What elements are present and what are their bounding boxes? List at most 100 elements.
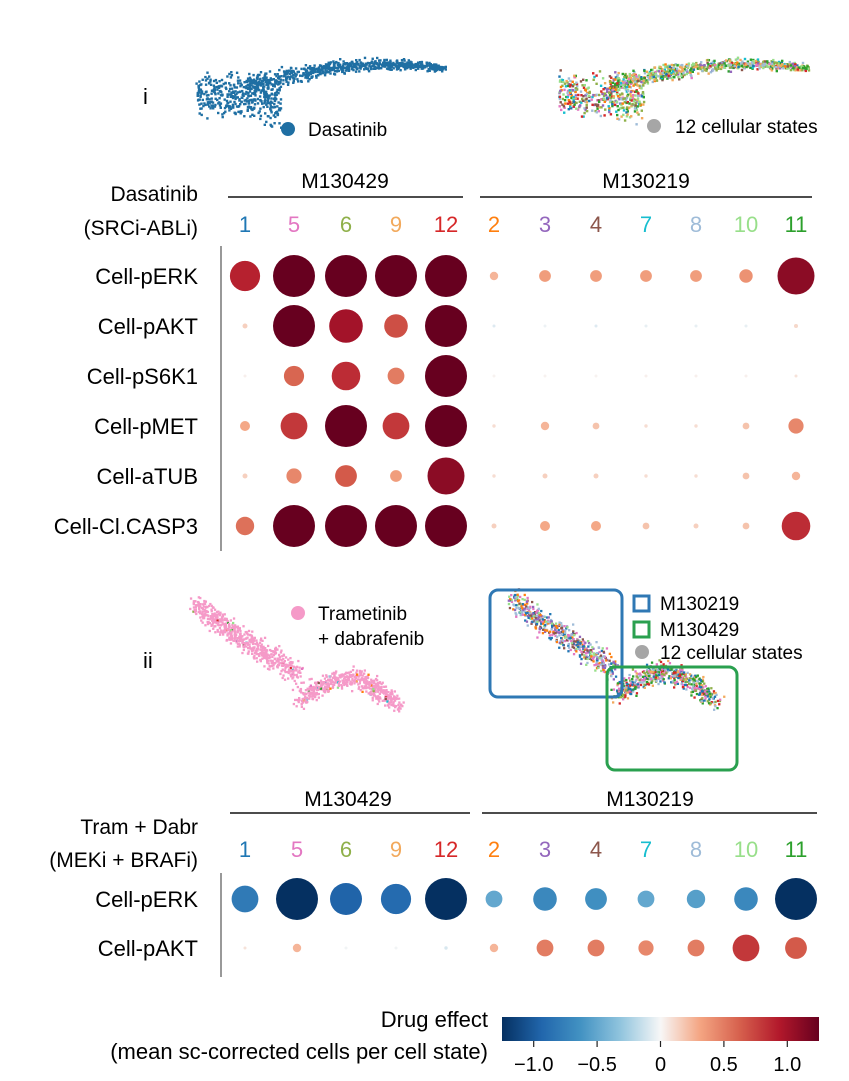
- umap-point: [585, 79, 588, 82]
- umap-point: [340, 684, 343, 687]
- umap-point: [264, 647, 267, 650]
- umap-point: [269, 665, 272, 668]
- umap-point: [404, 63, 407, 66]
- umap-point: [605, 659, 608, 662]
- umap-point: [595, 659, 599, 662]
- umap-point: [675, 68, 678, 72]
- umap-point: [341, 70, 344, 73]
- row-label-cell-atub: Cell-aTUB: [97, 464, 198, 489]
- umap-point: [331, 686, 334, 689]
- column-label-state-9: 9: [390, 837, 402, 862]
- umap-point: [292, 81, 295, 84]
- umap-point: [618, 690, 621, 693]
- umap-point: [340, 68, 343, 71]
- umap-point: [740, 68, 744, 72]
- umap-point: [661, 78, 664, 82]
- umap-point: [602, 665, 605, 668]
- umap-point: [512, 608, 515, 611]
- umap-point: [587, 641, 591, 645]
- umap-point: [690, 64, 694, 67]
- umap-point: [289, 663, 292, 666]
- umap-point: [627, 687, 630, 690]
- umap-point: [253, 82, 257, 85]
- umap-point: [541, 618, 545, 621]
- umap-point: [324, 71, 327, 75]
- umap-point: [681, 679, 685, 683]
- umap-point: [342, 680, 345, 683]
- bubble-cell-atub-state-1: [242, 473, 248, 479]
- umap-point: [543, 620, 546, 623]
- umap-point: [254, 88, 257, 91]
- umap-point: [748, 62, 751, 65]
- umap-point: [324, 63, 328, 66]
- umap-point: [608, 110, 611, 114]
- umap-point: [295, 675, 299, 678]
- umap-point: [272, 83, 275, 86]
- umap-point: [701, 69, 704, 72]
- umap-point: [286, 670, 289, 674]
- umap-point: [347, 676, 350, 679]
- umap-point: [616, 77, 619, 80]
- umap-point: [348, 671, 351, 674]
- umap-point: [317, 696, 320, 699]
- umap-point: [243, 99, 246, 102]
- umap-point: [324, 691, 327, 694]
- umap-point: [344, 676, 347, 679]
- umap-point: [619, 97, 623, 100]
- umap-point: [686, 685, 689, 689]
- umap-point: [595, 663, 598, 666]
- umap-point: [628, 78, 631, 81]
- umap-point: [564, 629, 567, 632]
- group2-label-m130219: M130219: [606, 788, 694, 811]
- umap-point: [603, 666, 606, 669]
- umap-point: [375, 697, 378, 700]
- umap-point: [575, 631, 578, 635]
- umap-point: [304, 74, 308, 77]
- umap-point: [661, 71, 664, 74]
- umap-point: [542, 622, 545, 625]
- bubble-cell-perk-state-6: [330, 883, 362, 915]
- umap-point: [366, 61, 370, 65]
- umap-point: [614, 84, 617, 87]
- umap-point: [693, 679, 696, 683]
- umap-point: [399, 69, 402, 72]
- umap-point: [312, 690, 316, 693]
- umap-point: [363, 56, 367, 60]
- umap-point: [660, 67, 664, 71]
- umap-point: [562, 643, 565, 647]
- umap-point: [384, 685, 388, 688]
- umap-point: [295, 73, 298, 76]
- umap-point: [390, 62, 393, 66]
- umap-point: [340, 675, 343, 678]
- umap-point: [246, 97, 249, 100]
- umap-point: [567, 94, 570, 97]
- umap-point: [672, 672, 675, 675]
- umap-point: [655, 79, 659, 82]
- umap-point: [378, 688, 381, 691]
- umap-point: [695, 682, 698, 685]
- umap-point: [245, 86, 248, 90]
- umap-point: [266, 102, 269, 105]
- umap-point: [311, 695, 314, 698]
- umap-point: [249, 88, 252, 91]
- bubble-cell-pakt-state-6: [329, 309, 363, 343]
- umap-point: [299, 687, 302, 691]
- umap-point: [252, 78, 256, 81]
- umap-point: [601, 92, 604, 96]
- umap-point: [296, 685, 299, 689]
- umap-point: [565, 635, 568, 638]
- umap-point: [571, 643, 574, 646]
- umap-point: [634, 685, 637, 689]
- umap-point: [702, 692, 705, 695]
- umap-point: [347, 62, 350, 66]
- umap-point: [363, 672, 366, 675]
- umap-point: [252, 98, 255, 101]
- umap-point: [564, 85, 568, 88]
- bubble-cell-pakt-state-2: [492, 324, 496, 328]
- umap-point: [196, 600, 200, 604]
- umap-point: [625, 111, 628, 114]
- umap-point: [313, 64, 316, 67]
- umap-point: [637, 74, 641, 77]
- umap-point: [682, 71, 685, 75]
- umap-point: [698, 682, 701, 685]
